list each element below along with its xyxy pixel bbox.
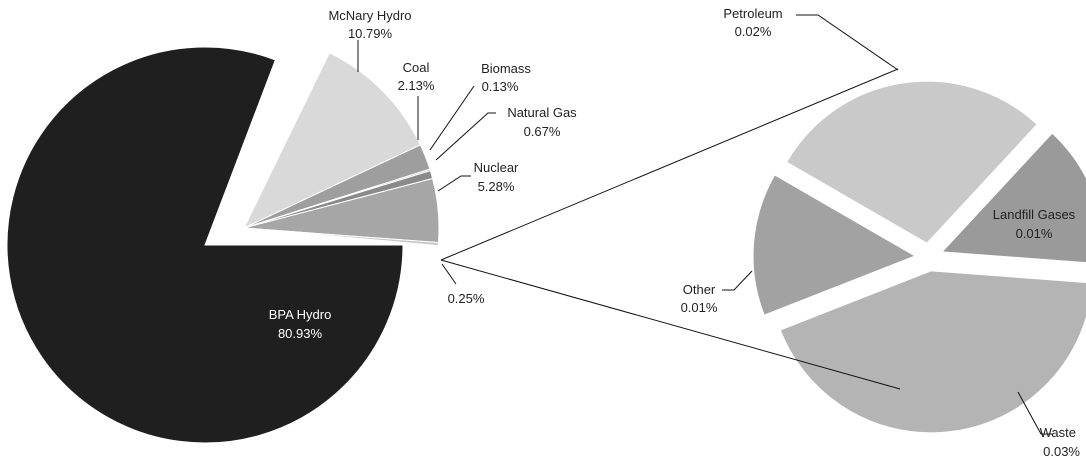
label-other-name: Other: [683, 282, 716, 297]
label-mcnary-hydro-name: McNary Hydro: [328, 8, 411, 23]
slice-petroleum: [785, 80, 1038, 244]
slice-remainder: [243, 227, 439, 247]
label-bpa-hydro-name: BPA Hydro: [269, 307, 332, 322]
connector-bottom: [440, 259, 901, 390]
label-waste-name: Waste: [1040, 425, 1076, 440]
leader-natural-gas: [435, 112, 496, 161]
label-landfill-gases-name: Landfill Gases: [993, 207, 1076, 222]
connector-top: [440, 68, 899, 261]
slice-mcnary-hydro: [242, 52, 422, 230]
label-natural-gas-value: 0.67%: [524, 124, 561, 139]
leader-biomass: [429, 85, 475, 151]
leader-waste: [1017, 391, 1053, 435]
slice-waste: [779, 270, 1086, 434]
label-coal-value: 2.13%: [398, 78, 435, 93]
label-bpa-hydro-value: 80.93%: [278, 326, 323, 341]
label-natural-gas-name: Natural Gas: [507, 105, 577, 120]
label-other-value: 0.01%: [681, 300, 718, 315]
secondary-pie: [752, 80, 1086, 434]
label-mcnary-hydro-value: 10.79%: [348, 26, 393, 41]
label-biomass-name: Biomass: [481, 61, 531, 76]
slice-other: [752, 174, 917, 316]
label-coal-name: Coal: [403, 60, 430, 75]
leader-remainder: [441, 263, 457, 285]
leader-other: [722, 270, 753, 291]
label-petroleum-name: Petroleum: [723, 6, 782, 21]
label-nuclear-value: 5.28%: [478, 179, 515, 194]
label-landfill-gases-value: 0.01%: [1016, 226, 1053, 241]
label-remainder-value: 0.25%: [448, 291, 485, 306]
label-nuclear-name: Nuclear: [474, 160, 519, 175]
leader-nuclear: [437, 175, 471, 192]
label-biomass-value: 0.13%: [482, 79, 519, 94]
leader-petroleum: [796, 14, 899, 71]
main-pie: [6, 46, 440, 444]
label-petroleum-value: 0.02%: [735, 24, 772, 39]
slice-bpa-hydro: [6, 46, 404, 444]
slice-landfill-gases: [940, 132, 1086, 264]
label-waste-value: 0.03%: [1043, 444, 1080, 459]
